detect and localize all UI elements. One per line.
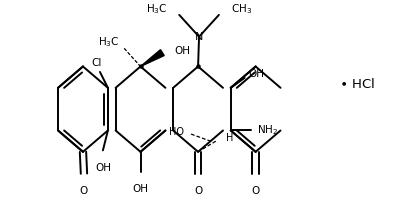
Text: NH$_2$: NH$_2$ <box>256 124 278 137</box>
Text: H$_3$C: H$_3$C <box>98 35 120 49</box>
Text: O: O <box>251 186 260 196</box>
Text: N: N <box>195 32 203 42</box>
Text: $\bullet$ HCl: $\bullet$ HCl <box>339 77 375 91</box>
Text: H$_3$C: H$_3$C <box>146 2 167 16</box>
Text: Cl: Cl <box>92 58 102 68</box>
Text: CH$_3$: CH$_3$ <box>231 2 252 16</box>
Text: O: O <box>194 186 202 196</box>
Polygon shape <box>141 50 164 67</box>
Text: O: O <box>80 186 88 196</box>
Text: OH: OH <box>95 163 111 173</box>
Text: H: H <box>226 133 233 143</box>
Text: OH: OH <box>132 184 149 194</box>
Text: HO: HO <box>169 127 184 137</box>
Text: OH: OH <box>174 46 190 56</box>
Text: OH: OH <box>249 69 265 79</box>
